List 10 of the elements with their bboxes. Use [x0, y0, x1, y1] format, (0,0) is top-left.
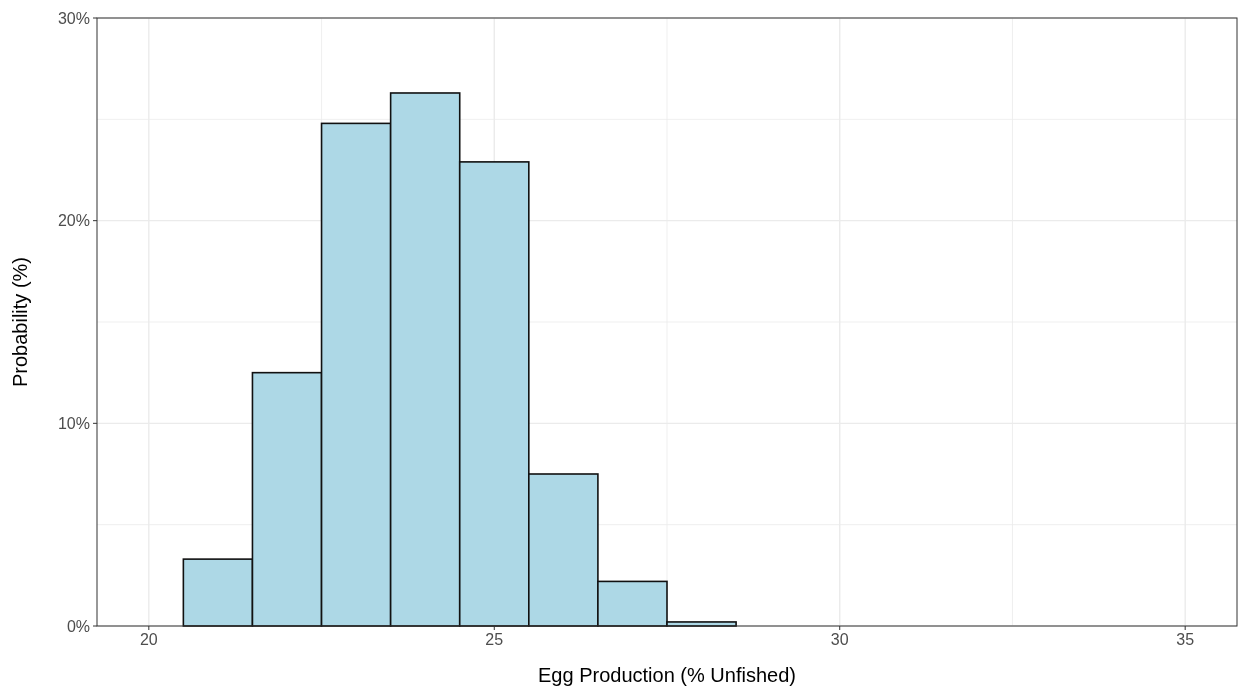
- y-tick-label: 10%: [57, 414, 90, 432]
- y-tick-label: 30%: [57, 9, 90, 27]
- x-tick-label: 30: [830, 631, 849, 648]
- y-tick-label: 20%: [57, 212, 90, 230]
- y-axis-title: Probability (%): [9, 256, 31, 388]
- y-tick-label: 0%: [66, 617, 90, 635]
- x-tick-label: 20: [139, 631, 158, 648]
- x-tick-label: 35: [1176, 631, 1195, 648]
- x-tick-label: 25: [485, 631, 504, 648]
- x-axis-title: Egg Production (% Unfished): [538, 664, 796, 686]
